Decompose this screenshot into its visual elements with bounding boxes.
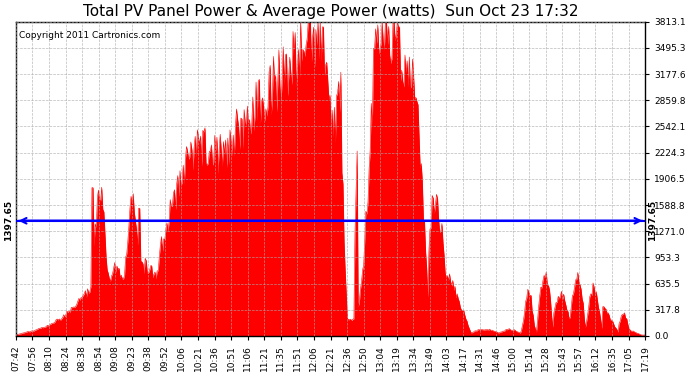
Text: 1397.65: 1397.65: [3, 200, 12, 242]
Text: 1397.65: 1397.65: [649, 200, 658, 242]
Title: Total PV Panel Power & Average Power (watts)  Sun Oct 23 17:32: Total PV Panel Power & Average Power (wa…: [83, 4, 578, 19]
Text: Copyright 2011 Cartronics.com: Copyright 2011 Cartronics.com: [19, 31, 160, 40]
